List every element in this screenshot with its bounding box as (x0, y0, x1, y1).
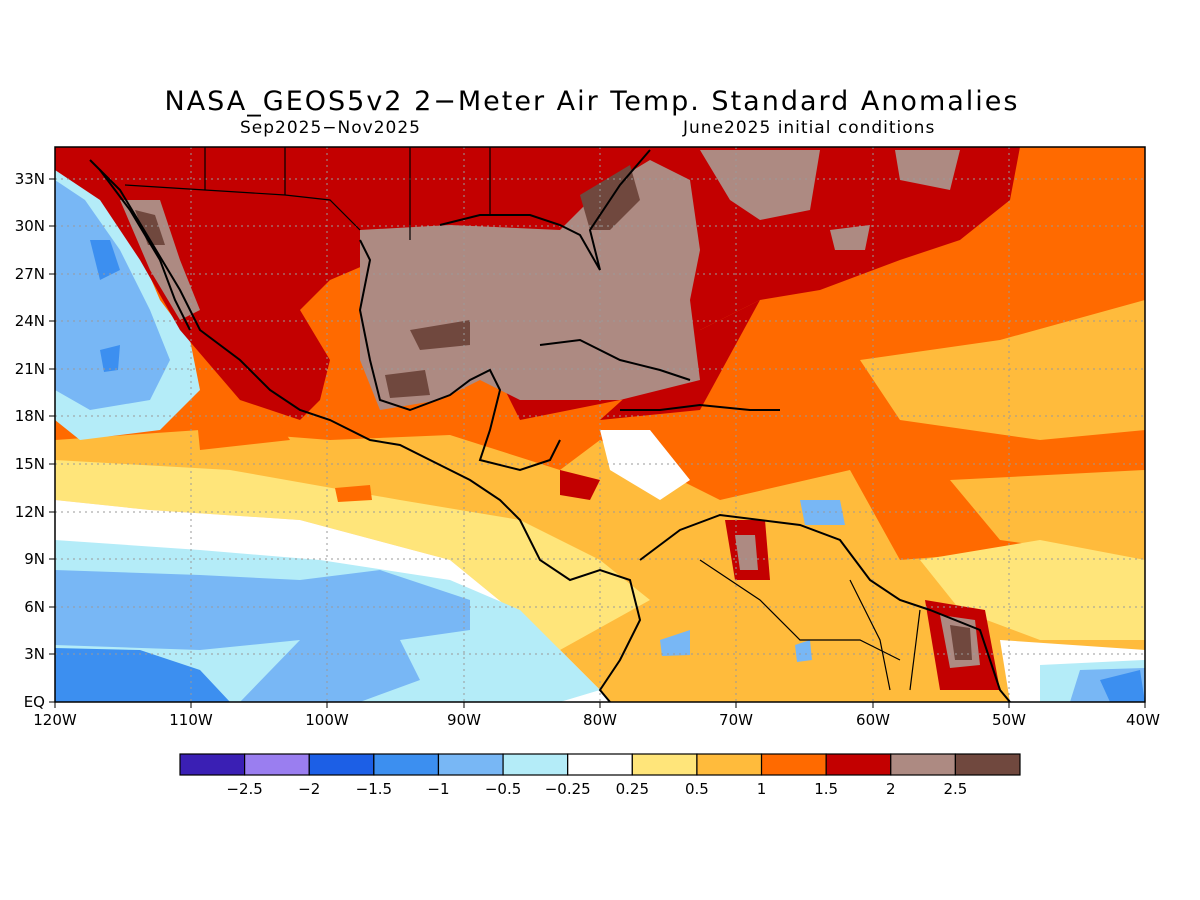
lat-label: 18N (15, 407, 45, 425)
lat-label: 9N (24, 550, 45, 568)
colorbar-label: 0.25 (616, 780, 649, 798)
colorbar-label: 2.5 (943, 780, 967, 798)
lat-label: 21N (15, 360, 45, 378)
lon-label: 90W (447, 711, 481, 729)
longitude-labels: 120W 110W 100W 90W 80W 70W 60W 50W 40W (33, 711, 1160, 729)
colorbar-label: −1 (427, 780, 449, 798)
colorbar-label: −0.5 (485, 780, 521, 798)
colorbar-swatch (437, 753, 504, 776)
lon-label: 110W (169, 711, 213, 729)
lat-label: 24N (15, 312, 45, 330)
political-borders (124, 147, 921, 691)
lat-label: 3N (24, 645, 45, 663)
lon-label: 60W (856, 711, 890, 729)
colorbar-swatch (696, 753, 763, 776)
colorbar-swatch (179, 753, 246, 776)
colorbar-swatch (244, 753, 310, 776)
lon-label: 50W (992, 711, 1026, 729)
colorbar-label: −2 (298, 780, 320, 798)
colorbar-swatch (373, 753, 440, 776)
colorbar-labels: −2.5 −2 −1.5 −1 −0.5 −0.25 0.25 0.5 1 1.5 2 2.5 (226, 780, 967, 798)
coastlines (55, 147, 1145, 702)
lon-label: 70W (719, 711, 753, 729)
map-title: NASA_GEOS5v2 2−Meter Air Temp. Standard … (164, 86, 1020, 117)
lon-label: 40W (1126, 711, 1160, 729)
lon-label: 100W (305, 711, 349, 729)
colorbar-swatch (631, 753, 698, 776)
colorbar-swatch (825, 753, 892, 776)
colorbar-label: 2 (886, 780, 896, 798)
lat-label: 30N (15, 217, 45, 235)
lat-label: 15N (15, 455, 45, 473)
lat-label: EQ (24, 693, 45, 711)
colorbar-swatch (567, 753, 633, 776)
colorbar-label: 1 (757, 780, 767, 798)
colorbar-label: −2.5 (226, 780, 262, 798)
colorbar-swatch (502, 753, 569, 776)
axis-tick-marks (49, 178, 1146, 708)
colorbar-label: −1.5 (356, 780, 392, 798)
lat-label: 27N (15, 265, 45, 283)
init-conditions-label: June2025 initial conditions (683, 118, 936, 138)
season-label: Sep2025−Nov2025 (240, 118, 421, 138)
grid-lines (55, 147, 1145, 702)
colorbar-swatch (308, 753, 375, 776)
colorbar-swatch (760, 753, 827, 776)
colorbar-label: −0.25 (545, 780, 591, 798)
lat-label: 12N (15, 503, 45, 521)
colorbar-swatch (954, 753, 1021, 776)
lat-label: 33N (15, 170, 45, 188)
colorbar-swatch (890, 753, 956, 776)
colorbar-label: 1.5 (814, 780, 838, 798)
lat-label: 6N (24, 598, 45, 616)
latitude-labels: EQ 3N 6N 9N 12N 15N 18N 21N 24N 27N 30N … (15, 170, 45, 711)
lon-label: 120W (33, 711, 77, 729)
lon-label: 80W (583, 711, 617, 729)
colorbar (179, 753, 1021, 776)
colorbar-label: 0.5 (685, 780, 709, 798)
